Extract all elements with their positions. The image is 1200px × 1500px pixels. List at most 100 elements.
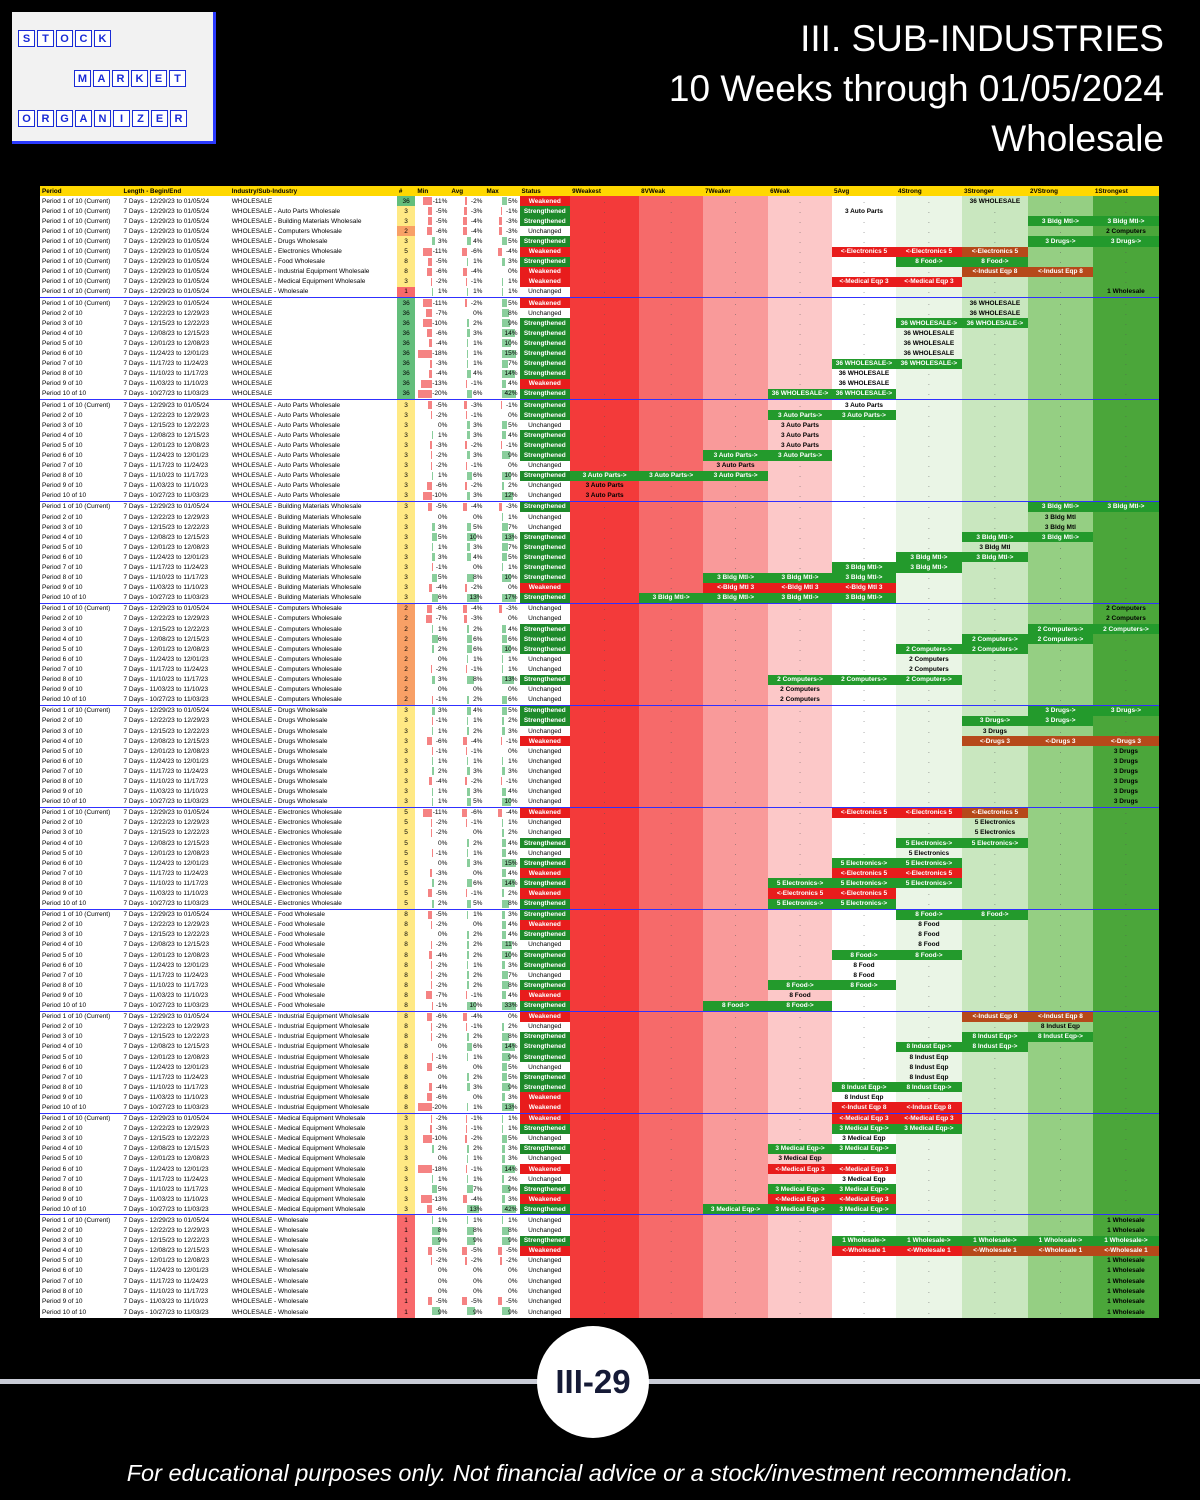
avg-cell: 6% xyxy=(449,1042,484,1052)
status-badge: Strengthened xyxy=(519,500,571,512)
table-row: Period 7 of 10 7 Days - 11/17/23 to 11/24… xyxy=(40,766,1159,777)
avg-cell: -1% xyxy=(449,1124,484,1134)
position-cell: . xyxy=(832,420,896,431)
position-cell: . xyxy=(1027,919,1093,930)
industry-cell: WHOLESALE - Building Materials Wholesale xyxy=(231,513,362,521)
industry-cell: WHOLESALE - Auto Parts Wholesale xyxy=(231,462,341,470)
status-badge: Strengthened xyxy=(519,980,571,991)
data-bar xyxy=(466,1154,468,1163)
column-header[interactable]: 1Strongest xyxy=(1092,186,1159,197)
position-cell: 3 Bldg Mtl xyxy=(1027,522,1093,533)
table-row: Period 8 of 10 7 Days - 11/10/23 to 11/17… xyxy=(40,980,1159,991)
position-cell: . xyxy=(570,450,640,461)
column-header[interactable]: Industry/Sub-Industry xyxy=(229,186,397,197)
avg-cell: -1% xyxy=(449,818,484,828)
length-cell: 7 Days - 12/01/23 to 12/08/23 xyxy=(123,1155,210,1163)
position-cell: . xyxy=(1027,1102,1093,1114)
position-cell: 3 Bldg Mtl-> xyxy=(1027,500,1093,512)
max-cell: 4% xyxy=(484,379,519,389)
position-cell: . xyxy=(961,460,1028,471)
period-cell: Period 2 of 10 xyxy=(42,1125,83,1133)
column-header[interactable]: 8VWeak xyxy=(639,186,704,197)
percent-value: -1% xyxy=(505,441,518,449)
count-cell: 36 xyxy=(396,338,416,349)
position-cell: 3 Drugs xyxy=(1092,756,1159,767)
position-cell: . xyxy=(570,970,640,981)
position-cell: . xyxy=(1027,796,1093,808)
percent-value: 2% xyxy=(438,900,448,908)
data-bar xyxy=(502,706,507,715)
column-header[interactable]: 5Avg xyxy=(832,186,896,197)
percent-value: -4% xyxy=(470,268,483,276)
position-cell: . xyxy=(639,1225,704,1236)
percent-value: 9% xyxy=(438,1237,448,1245)
position-cell: . xyxy=(1092,1174,1159,1185)
position-cell: . xyxy=(703,410,769,421)
avg-cell: -5% xyxy=(449,1296,484,1306)
data-bar xyxy=(432,645,435,654)
column-header[interactable]: Length - Begin/End xyxy=(121,186,230,197)
column-header[interactable]: Max xyxy=(484,186,520,197)
table-row: Period 9 of 10 7 Days - 11/03/23 to 11/10… xyxy=(40,378,1159,389)
avg-cell: 2% xyxy=(449,950,484,960)
column-header[interactable]: 7Weaker xyxy=(703,186,769,197)
count-cell: 1 xyxy=(396,1296,416,1307)
column-header[interactable]: # xyxy=(396,186,416,197)
position-cell: 36 WHOLESALE xyxy=(832,378,896,389)
position-cell: . xyxy=(832,664,896,675)
data-bar xyxy=(430,971,433,980)
column-header[interactable]: Status xyxy=(519,186,571,197)
column-header[interactable]: Period xyxy=(40,186,122,197)
column-header[interactable]: 6Weak xyxy=(768,186,832,197)
count-cell: 3 xyxy=(396,216,416,227)
length-cell: 7 Days - 12/01/23 to 12/08/23 xyxy=(123,1053,210,1061)
avg-cell: 2% xyxy=(449,1032,484,1042)
status-badge: Unchanged xyxy=(519,1286,571,1297)
position-cell: . xyxy=(1092,348,1159,359)
percent-value: 4% xyxy=(473,553,483,561)
data-bar xyxy=(502,533,514,542)
percent-value: -5% xyxy=(435,911,448,919)
data-bar xyxy=(466,1124,467,1133)
position-cell: . xyxy=(961,970,1028,981)
position-cell: . xyxy=(639,756,704,767)
period-cell: Period 1 of 10 (Current) xyxy=(42,248,111,256)
data-bar xyxy=(466,257,468,266)
position-cell: . xyxy=(570,715,640,726)
column-header[interactable]: 4Strong xyxy=(895,186,962,197)
data-bar xyxy=(502,1063,507,1072)
position-cell: . xyxy=(570,512,640,523)
position-cell: . xyxy=(1027,1112,1093,1124)
position-cell: . xyxy=(768,1245,832,1256)
position-cell: . xyxy=(1027,1143,1093,1154)
length-cell: 7 Days - 12/29/23 to 01/05/24 xyxy=(123,258,210,266)
status-badge: Unchanged xyxy=(519,1225,571,1236)
percent-value: -4% xyxy=(470,737,483,745)
column-header[interactable]: Min xyxy=(415,186,450,197)
percent-value: 1% xyxy=(438,798,448,806)
max-cell: 2% xyxy=(484,828,519,838)
position-cell: . xyxy=(1027,694,1093,706)
max-cell: 1% xyxy=(484,287,519,298)
position-cell: . xyxy=(639,888,704,899)
data-bar xyxy=(501,207,502,216)
percent-value: 0% xyxy=(438,1155,448,1163)
table-row: Period 8 of 10 7 Days - 11/10/23 to 11/17… xyxy=(40,1184,1159,1195)
avg-cell: 1% xyxy=(449,338,484,348)
position-cell: <-Wholesale 1 xyxy=(1092,1245,1159,1256)
column-header[interactable]: 2VStrong xyxy=(1027,186,1093,197)
period-cell: Period 5 of 10 xyxy=(42,1257,83,1265)
column-header[interactable]: 9Weakest xyxy=(570,186,640,197)
status-badge: Unchanged xyxy=(519,684,571,695)
position-cell: . xyxy=(639,1164,704,1175)
data-bar xyxy=(466,645,473,654)
position-cell: 2 Computers-> xyxy=(768,674,832,685)
position-cell: . xyxy=(768,715,832,726)
percent-value: 1% xyxy=(508,564,518,572)
column-header[interactable]: 3Stronger xyxy=(961,186,1028,197)
period-cell: Period 7 of 10 xyxy=(42,462,83,470)
percent-value: 2% xyxy=(473,951,483,959)
percent-value: 0% xyxy=(438,513,448,521)
position-cell: . xyxy=(961,868,1028,879)
column-header[interactable]: Avg xyxy=(449,186,485,197)
